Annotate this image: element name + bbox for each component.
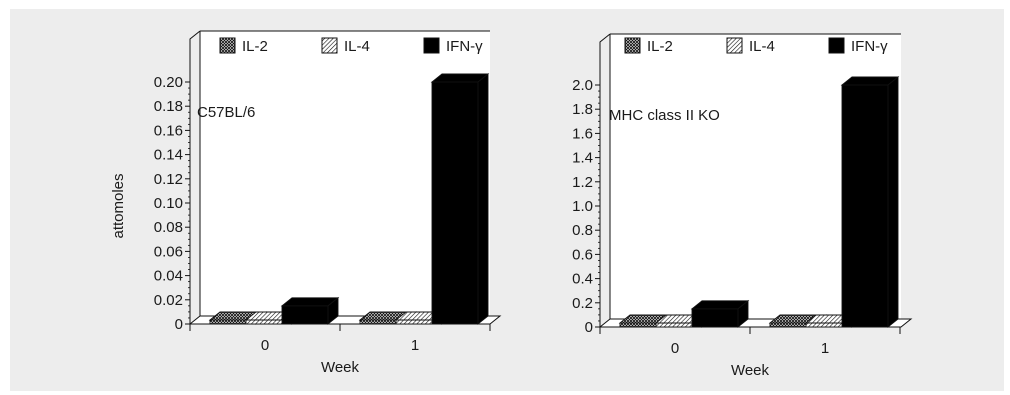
y-tick-label: 0.08 (154, 219, 183, 236)
legend-swatch-crosshatch (624, 37, 641, 54)
bar-side (887, 76, 899, 328)
y-tick-label: 0.20 (154, 74, 183, 91)
y-tick-label: 2.0 (572, 77, 593, 94)
y-tick-label: 1.0 (572, 198, 593, 215)
y-tick-label: 1.2 (572, 174, 593, 191)
y-tick-label: 0 (585, 319, 593, 336)
legend-label: IL-2 (647, 38, 673, 55)
chart-panel-1: 0.20 0.18 0.16 0.14 0.12 0.10 0.08 0.06 0.04 0.02… (110, 30, 502, 376)
x-tick-label: 1 (411, 337, 419, 354)
y-tick-label: 0 (175, 316, 183, 333)
y-tick-label: 1.6 (572, 125, 593, 142)
y-axis-line (599, 33, 611, 327)
bar-ifn-week0 (690, 299, 750, 328)
panel-annotation: MHC class II KO (609, 107, 720, 124)
legend-swatch-solid (423, 37, 440, 54)
bar-side (737, 299, 749, 328)
bar-side (327, 296, 339, 325)
y-tick-label: 0.18 (154, 98, 183, 115)
x-axis-label: Week (731, 362, 770, 379)
y-tick-label: 0.14 (154, 147, 183, 164)
legend-label: IFN-γ (446, 38, 483, 55)
legend-label: IL-4 (749, 38, 775, 55)
y-tick-label: 0.04 (154, 268, 183, 285)
y-tick-label: 1.8 (572, 101, 593, 118)
bar-side (477, 73, 489, 325)
legend-label: IL-4 (344, 38, 370, 55)
y-tick-label: 0.16 (154, 122, 183, 139)
x-tick-label: 0 (671, 340, 679, 357)
legend-swatch-crosshatch (219, 37, 236, 54)
legend-swatch-solid (828, 37, 845, 54)
bar-front (691, 308, 739, 328)
y-tick-label: 0.4 (572, 271, 593, 288)
bar-ifn-week1 (840, 76, 900, 328)
y-tick-label: 0.12 (154, 171, 183, 188)
chart-svg: 0.200.180.160.140.120.100.080.060.040.02… (110, 30, 913, 379)
y-axis-label: attomoles (110, 173, 127, 238)
bar-ifn-week1 (430, 73, 490, 325)
x-tick-label: 0 (261, 337, 269, 354)
y-axis-line (189, 30, 201, 324)
y-tick-label: 1.4 (572, 150, 593, 167)
bar-front (281, 305, 329, 325)
legend-swatch-diagonal (321, 37, 338, 54)
panel-annotation: C57BL/6 (197, 104, 255, 121)
legend: IL-2 IL-4 IFN-γ (219, 37, 483, 55)
y-tick-label: 0.6 (572, 246, 593, 263)
legend: IL-2 IL-4 IFN-γ (624, 37, 888, 55)
legend-label: IFN-γ (851, 38, 888, 55)
x-tick-label: 1 (821, 340, 829, 357)
chart-panel-2: 2.0 1.8 1.6 1.4 1.2 1.0 0.8 0.6 0.4 0.2 0 MHC class… (572, 33, 913, 379)
y-tick-label: 0.2 (572, 295, 593, 312)
y-tick-label: 0.8 (572, 222, 593, 239)
x-axis-label: Week (321, 359, 360, 376)
bar-front (841, 84, 889, 328)
figure-panel: 0.20 0.18 0.16 0.14 0.12 0.10 0.08 0.06 0.04 0.02… (10, 9, 1004, 391)
y-tick-label: 0.10 (154, 195, 183, 212)
legend-label: IL-2 (242, 38, 268, 55)
bar-front (431, 81, 479, 325)
bar-ifn-week0 (280, 296, 340, 325)
legend-swatch-diagonal (726, 37, 743, 54)
y-tick-label: 0.02 (154, 292, 183, 309)
y-tick-label: 0.06 (154, 243, 183, 260)
